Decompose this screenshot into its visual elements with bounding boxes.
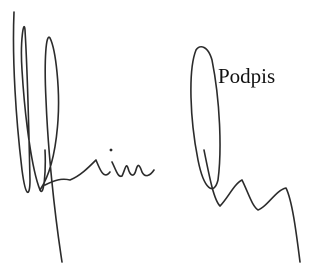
signature-dot [110, 149, 113, 152]
page: Podpis (() => { const data = JSON.parse(… [0, 0, 320, 267]
signature-area: Podpis [0, 0, 320, 267]
signature-label: Podpis [218, 64, 275, 88]
